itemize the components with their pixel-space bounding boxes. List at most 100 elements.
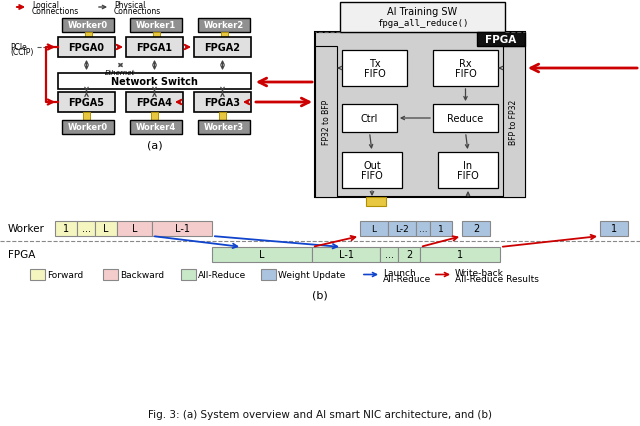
Text: Weight Update: Weight Update	[278, 271, 346, 279]
Text: FIFO: FIFO	[364, 69, 385, 79]
Text: FIFO: FIFO	[457, 170, 479, 181]
Text: FPGA0: FPGA0	[68, 43, 104, 53]
Bar	[360, 222, 388, 236]
Text: L: L	[371, 225, 376, 233]
Bar	[83, 113, 90, 121]
Text: Connections: Connections	[32, 6, 79, 15]
Text: FPGA2: FPGA2	[205, 43, 241, 53]
Bar	[130, 121, 182, 135]
Text: Worker3: Worker3	[204, 123, 244, 132]
Text: Rx: Rx	[459, 59, 472, 69]
Bar	[85, 33, 92, 41]
Bar	[212, 248, 312, 262]
Bar	[342, 153, 402, 189]
Bar	[194, 93, 251, 113]
Bar	[126, 38, 183, 58]
Bar	[117, 222, 152, 236]
Text: All-Reduce: All-Reduce	[198, 271, 246, 279]
Text: (b): (b)	[312, 289, 328, 299]
Bar	[433, 51, 498, 87]
Bar	[219, 113, 226, 121]
Bar	[342, 51, 407, 87]
Bar	[416, 222, 430, 236]
Text: Launch: Launch	[383, 268, 416, 277]
Text: Backward: Backward	[120, 271, 164, 279]
Text: 1: 1	[611, 224, 617, 234]
Text: fpga_all_reduce(): fpga_all_reduce()	[377, 20, 468, 29]
Bar	[388, 222, 416, 236]
Text: Ethernet: Ethernet	[105, 70, 135, 76]
Text: L: L	[259, 250, 265, 260]
Text: Worker0: Worker0	[68, 21, 108, 30]
Bar	[221, 33, 228, 41]
Bar	[130, 19, 182, 33]
Text: All-Reduce: All-Reduce	[383, 275, 431, 284]
Text: PCIe: PCIe	[10, 43, 27, 52]
Text: 1: 1	[438, 225, 444, 233]
Bar	[503, 47, 525, 198]
Text: Logical: Logical	[32, 0, 59, 9]
Bar	[462, 222, 490, 236]
Bar	[103, 269, 118, 280]
Bar	[58, 93, 115, 113]
Bar	[315, 47, 337, 198]
Text: Worker0: Worker0	[68, 123, 108, 132]
Text: L-1: L-1	[339, 250, 353, 260]
Bar	[380, 248, 398, 262]
Bar	[151, 113, 158, 121]
Bar	[398, 248, 420, 262]
Bar	[152, 222, 212, 236]
Bar	[198, 19, 250, 33]
Bar	[126, 93, 183, 113]
Bar	[58, 38, 115, 58]
Bar	[477, 33, 525, 47]
Bar	[58, 74, 251, 90]
Bar	[430, 222, 452, 236]
Text: Ctrl: Ctrl	[361, 114, 378, 124]
Text: 1: 1	[457, 250, 463, 260]
Text: All-Reduce Results: All-Reduce Results	[455, 275, 539, 284]
Bar	[342, 105, 397, 132]
Bar	[30, 269, 45, 280]
Text: Worker2: Worker2	[204, 21, 244, 30]
Text: FPGA: FPGA	[485, 35, 516, 45]
Bar	[315, 33, 525, 198]
Bar	[312, 248, 380, 262]
Text: Tx: Tx	[369, 59, 380, 69]
Text: L: L	[132, 224, 137, 234]
Text: FPGA1: FPGA1	[136, 43, 173, 53]
Bar	[62, 121, 114, 135]
Text: L: L	[103, 224, 109, 234]
Bar	[181, 269, 196, 280]
Text: ...: ...	[419, 225, 428, 233]
Text: Physical: Physical	[114, 0, 145, 9]
Text: 1: 1	[63, 224, 69, 234]
Text: (a): (a)	[147, 140, 163, 150]
Text: FPGA4: FPGA4	[136, 98, 173, 108]
Text: Network Switch: Network Switch	[111, 77, 198, 87]
Text: BFP to FP32: BFP to FP32	[509, 100, 518, 145]
Bar	[438, 153, 498, 189]
Text: Worker4: Worker4	[136, 123, 176, 132]
Text: Forward: Forward	[47, 271, 83, 279]
Text: (CCIP): (CCIP)	[10, 49, 33, 58]
Text: L-1: L-1	[175, 224, 189, 234]
Text: AI Training SW: AI Training SW	[387, 7, 458, 17]
Text: FIFO: FIFO	[361, 170, 383, 181]
Text: 2: 2	[473, 224, 479, 234]
Text: ...: ...	[81, 224, 90, 234]
Text: FIFO: FIFO	[454, 69, 476, 79]
Bar	[261, 269, 276, 280]
Bar	[95, 222, 117, 236]
Bar	[62, 19, 114, 33]
Text: FPGA5: FPGA5	[68, 98, 104, 108]
Bar	[55, 222, 77, 236]
Text: Worker1: Worker1	[136, 21, 176, 30]
Text: 2: 2	[406, 250, 412, 260]
Text: Write-back: Write-back	[455, 268, 504, 277]
Text: Fig. 3: (a) System overview and AI smart NIC architecture, and (b): Fig. 3: (a) System overview and AI smart…	[148, 409, 492, 419]
Bar	[366, 198, 386, 207]
Bar	[194, 38, 251, 58]
Text: FPGA: FPGA	[8, 250, 35, 260]
Text: Worker: Worker	[8, 224, 45, 234]
